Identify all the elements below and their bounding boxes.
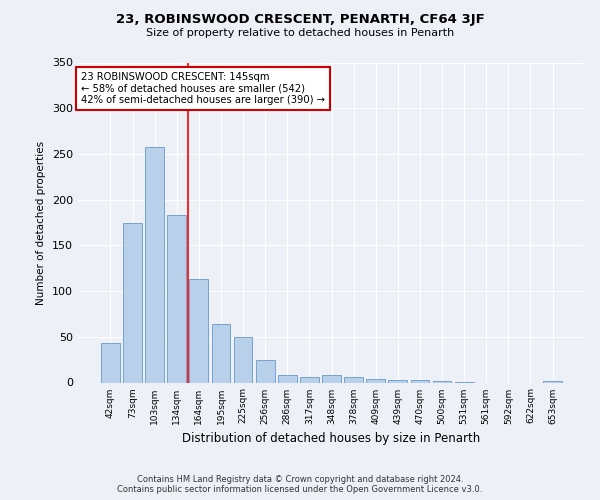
Bar — [145, 146, 164, 382]
Bar — [167, 215, 186, 382]
Bar — [322, 375, 341, 382]
Bar — [123, 222, 142, 382]
Y-axis label: Number of detached properties: Number of detached properties — [37, 140, 46, 304]
Bar — [256, 360, 275, 382]
Bar — [433, 380, 451, 382]
Bar — [300, 377, 319, 382]
Bar — [278, 375, 296, 382]
Text: 23, ROBINSWOOD CRESCENT, PENARTH, CF64 3JF: 23, ROBINSWOOD CRESCENT, PENARTH, CF64 3… — [116, 12, 484, 26]
Bar — [410, 380, 430, 382]
Bar — [388, 380, 407, 382]
Text: Contains HM Land Registry data © Crown copyright and database right 2024.
Contai: Contains HM Land Registry data © Crown c… — [118, 474, 482, 494]
Bar — [344, 377, 363, 382]
Bar — [543, 380, 562, 382]
Bar — [233, 337, 253, 382]
Bar — [367, 379, 385, 382]
Text: Size of property relative to detached houses in Penarth: Size of property relative to detached ho… — [146, 28, 454, 38]
Bar — [190, 279, 208, 382]
Text: 23 ROBINSWOOD CRESCENT: 145sqm
← 58% of detached houses are smaller (542)
42% of: 23 ROBINSWOOD CRESCENT: 145sqm ← 58% of … — [80, 72, 325, 106]
Bar — [101, 343, 120, 382]
X-axis label: Distribution of detached houses by size in Penarth: Distribution of detached houses by size … — [182, 432, 481, 445]
Bar — [212, 324, 230, 382]
